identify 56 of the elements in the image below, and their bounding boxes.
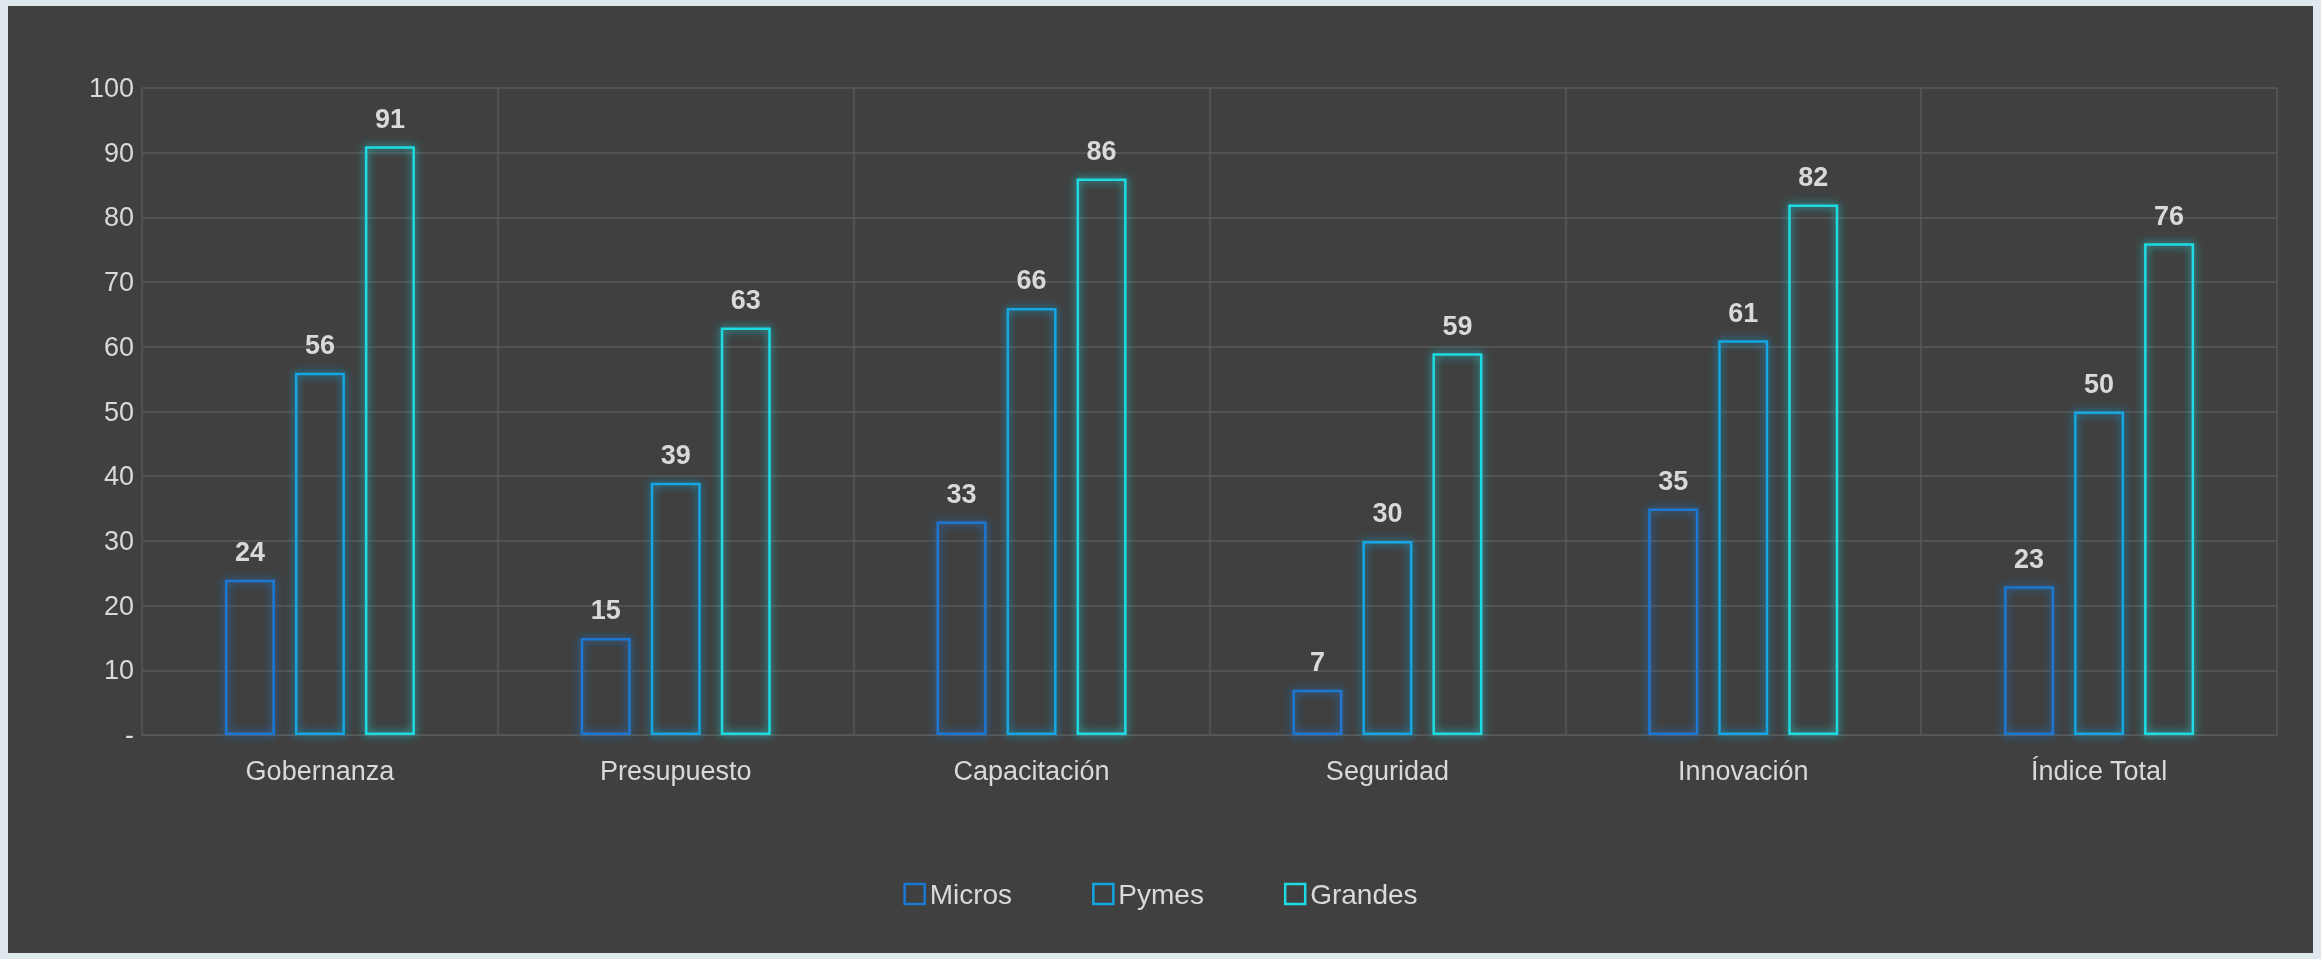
bar bbox=[1076, 178, 1127, 735]
data-label: 33 bbox=[946, 478, 977, 509]
data-label: 35 bbox=[1658, 466, 1689, 497]
x-tick-label: Presupuesto bbox=[599, 755, 752, 786]
bar bbox=[1788, 204, 1839, 735]
bar bbox=[936, 521, 987, 735]
bar bbox=[720, 327, 771, 735]
legend-label: Micros bbox=[929, 878, 1013, 910]
data-label: 30 bbox=[1372, 498, 1403, 529]
bar bbox=[1362, 540, 1413, 735]
y-tick-label: 40 bbox=[103, 461, 134, 492]
y-tick-label: 20 bbox=[103, 590, 134, 621]
y-tick-label: 100 bbox=[88, 73, 134, 103]
data-label: 56 bbox=[304, 330, 335, 361]
data-label: 39 bbox=[660, 440, 691, 471]
y-tick-label: 90 bbox=[103, 137, 134, 168]
bar bbox=[580, 637, 631, 735]
x-tick-label: Capacitación bbox=[953, 755, 1110, 786]
data-label: 50 bbox=[2084, 369, 2115, 399]
data-label: 82 bbox=[1798, 161, 1829, 192]
data-label: 59 bbox=[1442, 310, 1473, 341]
data-label: 23 bbox=[2014, 543, 2045, 574]
data-label: 63 bbox=[730, 284, 761, 315]
bar bbox=[224, 579, 275, 735]
bar bbox=[1718, 340, 1769, 735]
x-tick-label: Índice Total bbox=[2031, 755, 2168, 786]
data-label: 76 bbox=[2154, 200, 2185, 231]
y-tick-label: 70 bbox=[103, 267, 134, 298]
y-tick-label: 50 bbox=[103, 396, 134, 427]
x-tick-label: Gobernanza bbox=[245, 755, 396, 786]
data-label: 86 bbox=[1086, 136, 1117, 167]
legend-label: Pymes bbox=[1118, 878, 1204, 910]
y-tick-label: 60 bbox=[103, 331, 134, 362]
bar bbox=[364, 146, 415, 735]
bar bbox=[650, 482, 701, 735]
y-tick-label: 10 bbox=[103, 655, 134, 686]
y-tick-label: 30 bbox=[103, 525, 134, 556]
bar bbox=[2004, 586, 2055, 735]
bar bbox=[294, 372, 345, 735]
data-label: 7 bbox=[1309, 647, 1325, 678]
data-label: 91 bbox=[374, 103, 405, 134]
data-label: 15 bbox=[590, 595, 621, 626]
bar bbox=[2074, 411, 2125, 735]
bar bbox=[1292, 689, 1343, 735]
y-tick-label: 80 bbox=[103, 202, 134, 233]
bar bbox=[2144, 243, 2195, 735]
y-tick-label: - bbox=[125, 720, 134, 750]
data-label: 61 bbox=[1728, 297, 1759, 328]
bar bbox=[1648, 508, 1699, 735]
bar bbox=[1006, 307, 1057, 735]
data-label: 66 bbox=[1016, 265, 1047, 296]
x-tick-label: Seguridad bbox=[1325, 755, 1449, 786]
bar bbox=[1432, 353, 1483, 735]
data-label: 24 bbox=[234, 537, 265, 568]
x-tick-label: Innovación bbox=[1677, 755, 1809, 786]
legend-label: Grandes bbox=[1310, 878, 1418, 910]
